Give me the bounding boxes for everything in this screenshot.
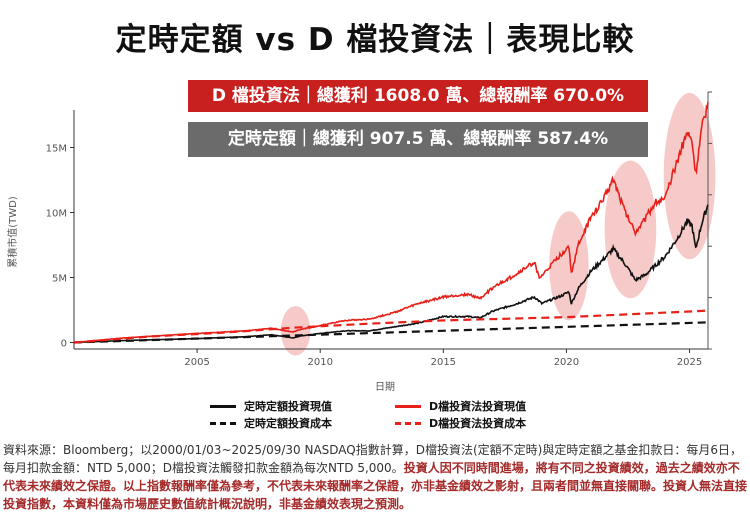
legend-item: D檔投資法投資成本 bbox=[395, 415, 526, 431]
legend-item: D檔投資法投資現值 bbox=[395, 398, 526, 414]
y-axis-title: 累積市值(TWD) bbox=[6, 196, 19, 268]
page-title: 定時定額 vs D 檔投資法｜表現比較 bbox=[115, 22, 635, 58]
series-line-4 bbox=[73, 309, 709, 344]
legend-item: 定時定額投資成本 bbox=[210, 415, 332, 431]
y-tick-label: 10M bbox=[46, 209, 67, 220]
legend-label: 定時定額投資現值 bbox=[244, 400, 332, 413]
highlight-ellipse bbox=[663, 92, 716, 260]
x-tick-label: 2015 bbox=[431, 357, 456, 368]
highlight-ellipse bbox=[549, 211, 589, 321]
x-axis-title: 日期 bbox=[375, 381, 395, 393]
legend-label: D檔投資法投資現值 bbox=[429, 400, 527, 413]
legend-item: 定時定額投資現值 bbox=[210, 398, 332, 414]
line-chart: 0 5M 10M 15M 2005 2010 2015 2020 2025 日期 累積市值(TWD) bbox=[6, 91, 716, 393]
legend-label: D檔投資法投資成本 bbox=[429, 417, 527, 430]
x-tick-label: 2020 bbox=[554, 357, 579, 368]
d-method-summary-banner: D 檔投資法｜總獲利 1608.0 萬、總報酬率 670.0% bbox=[188, 80, 648, 112]
y-tick-label: 5M bbox=[52, 274, 67, 285]
x-tick-label: 2005 bbox=[184, 357, 209, 368]
y-tick-label: 0 bbox=[61, 339, 67, 350]
fixed-method-summary-banner: 定時定額｜總獲利 907.5 萬、總報酬率 587.4% bbox=[188, 122, 648, 157]
x-tick-label: 2025 bbox=[677, 357, 702, 368]
series-line-2 bbox=[73, 321, 709, 344]
footnote-disclaimer: 投資人因不同時間進場，將有不同之投資績效，過去之績效亦不代表未來績效之保證。以上… bbox=[3, 461, 748, 511]
footnote-source: 資料來源：Bloomberg；以2000/01/03~2025/09/30 NA… bbox=[3, 443, 742, 475]
x-tick-label: 2010 bbox=[307, 357, 332, 368]
footnote: 資料來源：Bloomberg；以2000/01/03~2025/09/30 NA… bbox=[3, 441, 748, 513]
y-tick-label: 15M bbox=[46, 144, 67, 155]
highlight-ellipse bbox=[604, 160, 657, 299]
legend-label: 定時定額投資成本 bbox=[244, 417, 332, 430]
